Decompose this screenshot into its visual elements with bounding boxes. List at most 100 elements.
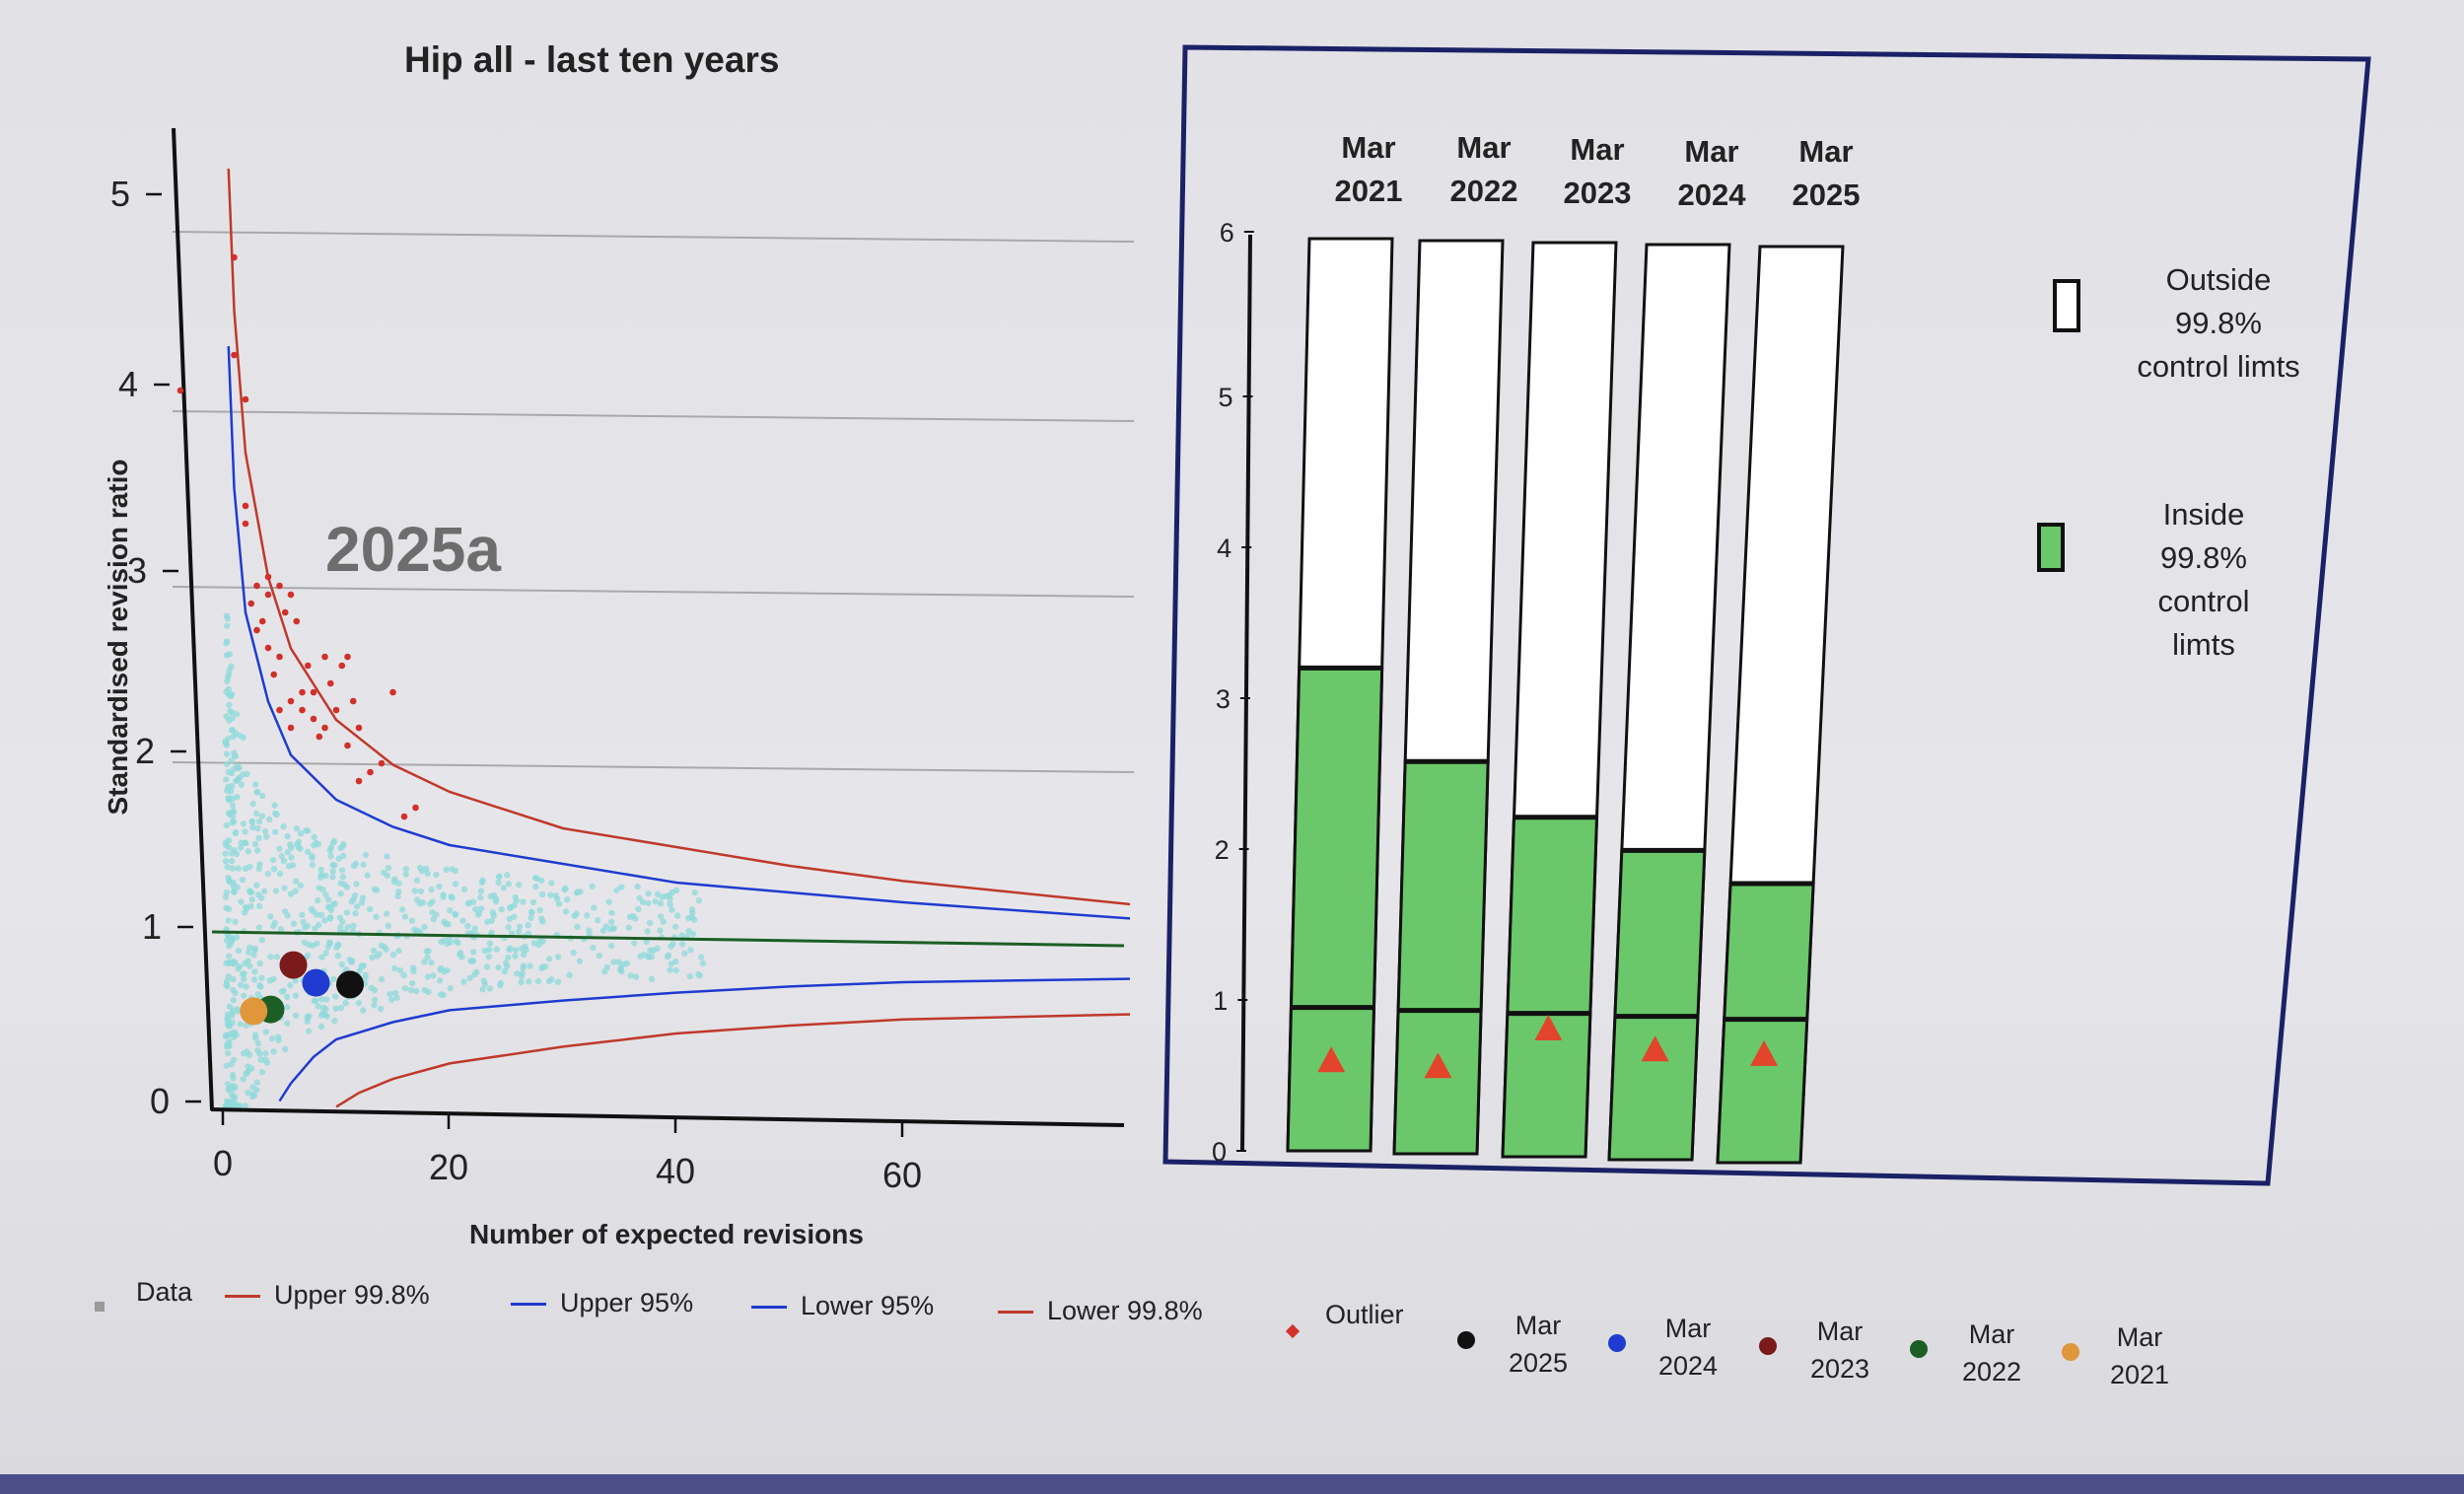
data-point [270,865,278,873]
bar-y-tick-label: 5 [1218,383,1232,412]
data-point [266,816,273,823]
data-point [443,866,450,874]
data-point [226,878,233,886]
data-point [654,890,662,898]
data-point [237,981,245,988]
bar-header-line-1: Mar [1456,130,1512,165]
data-point [248,818,256,825]
data-point [477,905,485,912]
data-point [327,853,334,860]
data-point [256,982,263,989]
outlier-point [321,653,328,661]
data-point [364,872,372,879]
data-point [441,937,448,944]
data-point [261,1056,269,1063]
data-point [573,910,580,917]
data-point [304,922,312,930]
data-point [241,992,247,999]
data-point [313,997,319,1004]
bar-panel-frame [1162,44,2371,1186]
data-point [235,965,242,972]
data-point [576,958,584,964]
data-point [527,962,533,969]
funnel-plot: 0 1 2 3 4 5 0 20 40 60 [110,127,1135,1195]
legend-lower-998: Lower 99.8% [998,1296,1203,1326]
data-point [230,1075,237,1082]
data-point [246,944,253,951]
data-point [440,891,447,898]
data-point [247,889,255,896]
data-point [433,871,440,879]
outlier-point [367,768,374,776]
data-point [336,924,344,931]
data-point [562,908,570,915]
data-point [398,906,406,913]
data-point [646,919,654,927]
data-point [436,977,444,984]
data-point [639,898,647,906]
legend-upper-998: Upper 99.8% [225,1280,430,1311]
data-point [245,1089,251,1097]
data-point [507,945,514,952]
data-point [413,927,421,935]
data-point [223,713,230,720]
year-marker-mar-2021 [240,997,268,1026]
data-point [353,881,360,888]
bar-header: Mar 2022 [1435,126,1533,213]
outlier-point [338,662,346,670]
data-point [368,984,375,992]
data-point [258,974,265,981]
legend-year-label: Mar 2024 [1649,1310,1727,1385]
data-point [411,888,418,894]
data-point [322,891,329,898]
upper-95-curve [227,346,1131,920]
data-point [232,918,239,926]
data-point [271,802,278,809]
data-point [536,937,543,945]
data-point [224,1049,232,1057]
outlier-point [299,688,306,696]
data-point [251,946,258,954]
year-marker-mar-2025 [336,970,364,999]
data-point [352,910,359,917]
data-point [262,1049,269,1057]
key-inside-line-4: limts [2172,627,2235,662]
bar-y-tick-label: 0 [1212,1137,1227,1167]
data-point [292,888,299,894]
data-point [402,866,409,873]
data-point [548,976,555,983]
data-point [486,940,494,947]
data-point [230,889,238,895]
data-point [522,943,528,951]
data-point [605,898,612,905]
data-point [339,874,347,881]
outlier-point [270,671,278,678]
data-point [292,977,299,984]
data-point [512,893,519,901]
data-point [460,978,467,985]
data-point [615,959,622,965]
data-point [344,923,352,931]
legend-year-line-2: 2021 [2109,1360,2170,1389]
funnel-year-markers [240,951,364,1026]
data-point [229,802,237,809]
data-point [447,984,454,992]
outlier-point [344,742,351,749]
data-point [449,894,456,901]
data-point [225,810,233,817]
data-point [225,837,233,844]
data-point [249,823,256,831]
reference-line [211,930,1125,948]
data-point [505,924,512,931]
data-point [231,818,238,825]
data-point [335,855,342,862]
gridline [172,586,1135,598]
data-point [309,861,317,869]
data-point [408,917,416,924]
legend-year-label: Mar 2023 [1800,1313,1879,1387]
data-point [371,886,378,892]
data-point [233,777,240,785]
bar-panel-y-axis [1240,234,1252,1152]
data-point [334,952,341,960]
data-point [460,886,468,893]
